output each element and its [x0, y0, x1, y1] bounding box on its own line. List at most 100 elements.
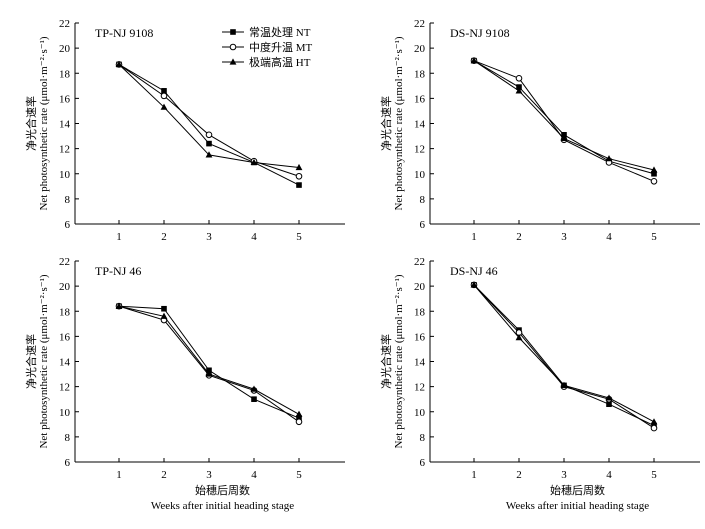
y-tick-label: 12: [414, 382, 425, 394]
y-tick-label: 22: [59, 256, 70, 268]
x-tick-label: 2: [161, 231, 167, 243]
data-point: [516, 84, 522, 90]
x-tick-label: 1: [116, 231, 122, 243]
y-tick-label: 20: [59, 281, 71, 293]
x-tick-label: 2: [516, 231, 522, 243]
legend-marker: [230, 29, 236, 35]
y-axis-label-en: Net photosynthetic rate (μmol·m⁻²·s⁻¹): [38, 36, 50, 210]
data-point: [515, 87, 523, 94]
data-point: [115, 60, 123, 68]
y-tick-label: 16: [414, 93, 426, 105]
x-tick-label: 4: [606, 469, 612, 481]
legend-label: 极端高温 HT: [249, 55, 311, 69]
data-point: [470, 57, 478, 64]
y-axis-label-en: Net photosynthetic rate (μmol·m⁻²·s⁻¹): [393, 274, 405, 448]
series-line-1: [473, 284, 655, 427]
panel-title: TP-NJ 46: [95, 264, 141, 278]
data-point: [295, 163, 303, 171]
data-point: [250, 158, 258, 166]
data-point: [205, 131, 213, 139]
series-line-2: [118, 305, 300, 423]
series-line-2: [473, 284, 655, 429]
data-point: [160, 92, 168, 100]
y-axis-label-cn: 净光合速率: [379, 96, 393, 151]
y-tick-label: 12: [59, 382, 70, 394]
data-point: [560, 381, 568, 388]
data-point: [650, 418, 658, 425]
data-point: [160, 312, 168, 319]
y-tick-label: 22: [59, 18, 70, 30]
legend-label: 常温处理 NT: [249, 26, 311, 39]
x-tick-label: 3: [561, 469, 567, 481]
y-tick-label: 12: [59, 144, 70, 156]
data-point: [161, 305, 167, 312]
x-tick-label: 2: [161, 469, 167, 481]
series-line-3: [473, 284, 655, 423]
y-tick-label: 20: [414, 43, 426, 55]
y-tick-label: 6: [65, 219, 71, 231]
data-point: [161, 88, 167, 94]
x-tick-label: 5: [651, 469, 657, 481]
data-point: [205, 370, 213, 377]
data-point: [250, 385, 258, 392]
data-point: [296, 182, 302, 188]
y-tick-label: 8: [65, 432, 71, 444]
y-tick-label: 18: [59, 306, 71, 318]
data-point: [251, 396, 257, 402]
x-tick-label: 2: [516, 469, 522, 481]
legend-label: 中度升温 MT: [249, 40, 313, 54]
y-tick-label: 16: [59, 331, 71, 343]
series-line-2: [118, 64, 300, 177]
x-tick-label: 4: [251, 469, 257, 481]
y-tick-label: 14: [414, 357, 426, 369]
series-line-1: [473, 60, 655, 175]
panel-title: DS-NJ 46: [450, 264, 498, 278]
data-point: [650, 177, 658, 185]
y-tick-label: 18: [414, 68, 426, 80]
legend-marker: [229, 58, 237, 65]
data-point: [560, 134, 568, 142]
panel-title: DS-NJ 9108: [450, 26, 510, 40]
data-point: [115, 302, 123, 309]
series-line-3: [118, 305, 300, 415]
y-tick-label: 20: [414, 281, 426, 293]
x-tick-label: 1: [116, 469, 122, 481]
data-point: [650, 424, 658, 432]
x-axis-label-cn: 始穗后周数: [195, 483, 250, 497]
x-axis-label-cn: 始穗后周数: [550, 483, 605, 497]
x-tick-label: 5: [651, 231, 657, 243]
x-tick-label: 4: [251, 231, 257, 243]
data-point: [206, 367, 212, 374]
x-tick-label: 1: [471, 231, 477, 243]
y-tick-label: 10: [59, 169, 71, 181]
y-tick-label: 18: [59, 68, 71, 80]
data-point: [651, 170, 657, 177]
y-axis-label-cn: 净光合速率: [379, 334, 393, 389]
series-line-1: [118, 305, 300, 419]
y-tick-label: 10: [59, 407, 71, 419]
data-point: [160, 103, 168, 110]
y-tick-label: 22: [414, 18, 425, 30]
data-point: [206, 140, 212, 147]
data-point: [205, 151, 213, 158]
y-tick-label: 14: [414, 119, 426, 131]
x-tick-label: 1: [471, 469, 477, 481]
x-tick-label: 3: [206, 469, 212, 481]
data-point: [561, 132, 567, 138]
y-tick-label: 6: [65, 457, 71, 469]
y-tick-label: 8: [65, 194, 71, 206]
x-tick-label: 3: [561, 231, 567, 243]
data-point: [606, 401, 612, 408]
x-tick-label: 4: [606, 231, 612, 243]
y-tick-label: 10: [414, 407, 426, 419]
x-axis-label-en: Weeks after initial heading stage: [506, 500, 649, 512]
y-tick-label: 12: [414, 144, 425, 156]
y-axis-label-cn: 净光合速率: [24, 334, 38, 389]
y-axis-label-en: Net photosynthetic rate (μmol·m⁻²·s⁻¹): [393, 36, 405, 210]
data-point: [295, 418, 303, 426]
